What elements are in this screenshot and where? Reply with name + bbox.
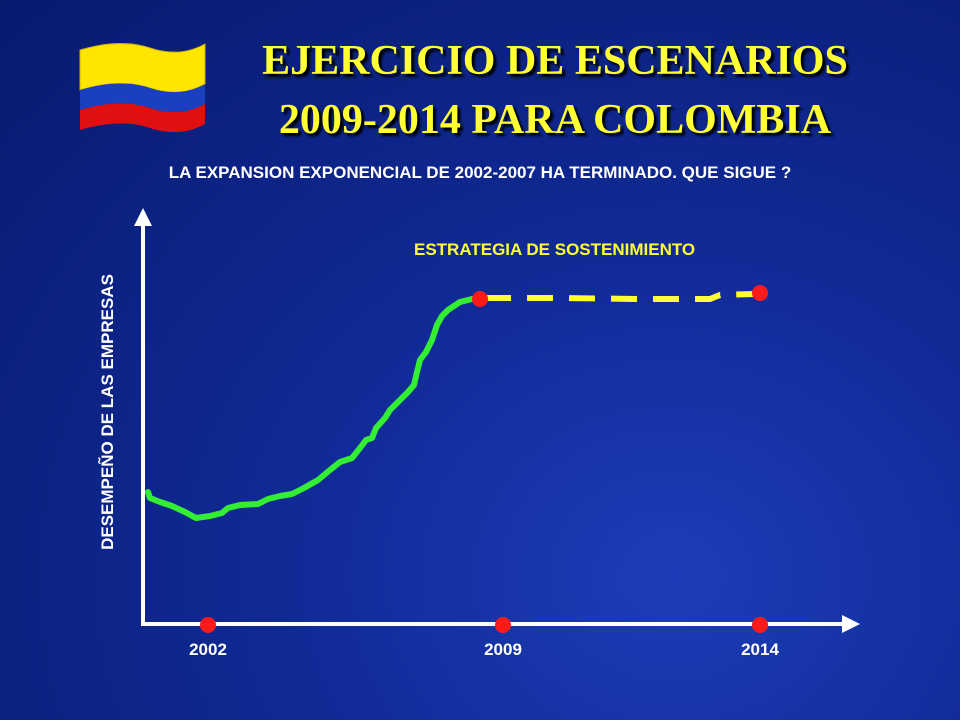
marker-2014-projection-end [752,285,768,301]
x-axis-arrow [842,615,860,633]
year-label-2002: 2002 [189,640,227,659]
year-label-2009: 2009 [484,640,522,659]
y-axis-label: DESEMPEÑO DE LAS EMPRESAS [98,274,117,550]
title-line-1: EJERCICIO DE ESCENARIOS [262,38,848,84]
actual-performance-curve [145,296,475,521]
strategy-label: ESTRATEGIA DE SOSTENIMIENTO [414,240,696,259]
colombia-flag-icon [79,42,206,133]
marker-axis-2009 [495,617,511,633]
y-axis-arrow [134,208,152,226]
projection-dashed-line [485,291,756,302]
subtitle: LA EXPANSION EXPONENCIAL DE 2002-2007 HA… [168,163,792,182]
year-label-2014: 2014 [741,640,779,659]
title-line-2: 2009-2014 PARA COLOMBIA [278,97,832,143]
marker-2009-curve-end [472,291,488,307]
axes [134,208,860,633]
marker-axis-2002 [200,617,216,633]
marker-axis-2014 [752,617,768,633]
